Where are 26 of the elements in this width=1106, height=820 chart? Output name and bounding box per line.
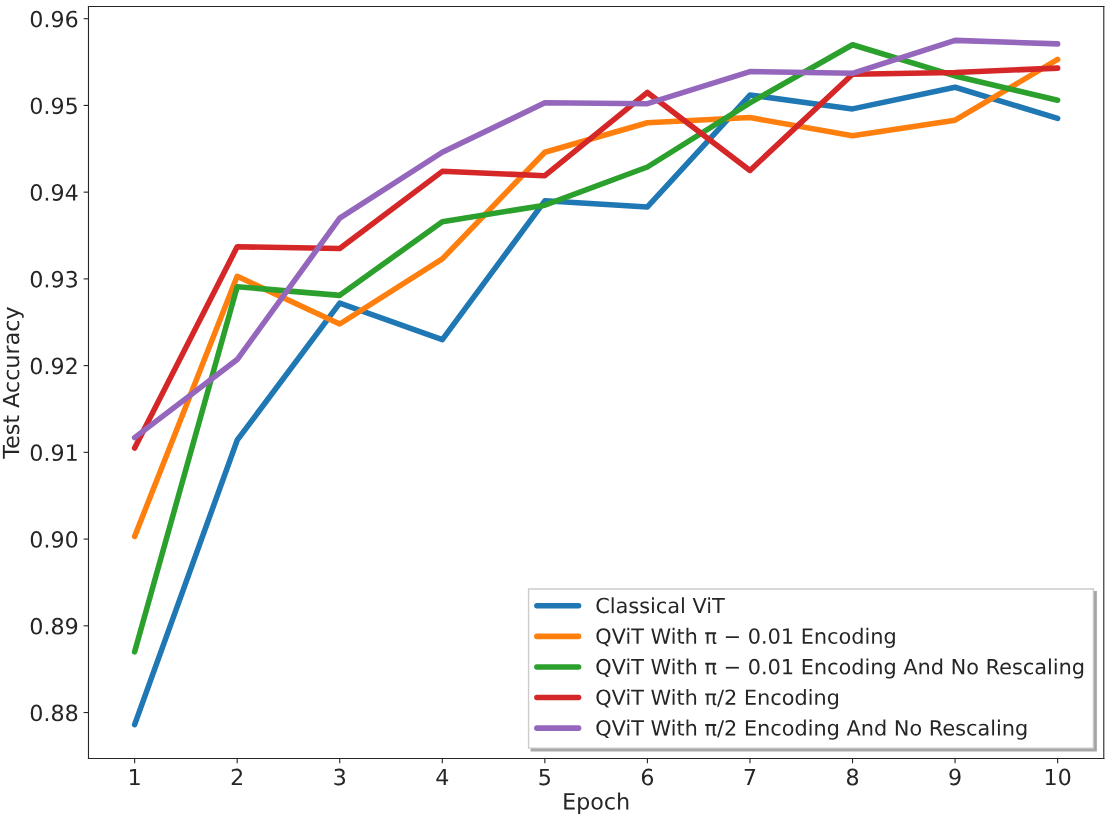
x-tick-label: 4 bbox=[436, 768, 449, 786]
y-tick-label: 0.93 bbox=[30, 270, 77, 288]
x-tick-label: 3 bbox=[334, 768, 346, 786]
x-tick-label: 7 bbox=[744, 768, 756, 786]
y-tick-label: 0.91 bbox=[30, 444, 77, 462]
y-tick-label: 0.90 bbox=[30, 531, 78, 548]
x-tick-label: 8 bbox=[846, 768, 859, 786]
x-tick-label: 1 bbox=[130, 768, 140, 786]
x-tick-label: 5 bbox=[539, 768, 550, 786]
y-axis-title: Test Accuracy bbox=[2, 307, 24, 459]
legend-label: QViT With π/2 Encoding And No Rescaling bbox=[596, 719, 1027, 740]
legend-label: Classical ViT bbox=[596, 597, 725, 614]
y-tick-label: 0.96 bbox=[30, 10, 78, 28]
y-tick-label: 0.88 bbox=[30, 704, 78, 722]
y-tick-label: 0.89 bbox=[30, 617, 78, 635]
y-tick-label: 0.92 bbox=[30, 357, 77, 375]
x-axis-title: Epoch bbox=[564, 792, 629, 815]
y-tick-label: 0.95 bbox=[30, 97, 77, 115]
x-tick-label: 10 bbox=[1045, 768, 1071, 786]
x-tick-label: 9 bbox=[949, 768, 961, 786]
y-tick-label: 0.94 bbox=[30, 184, 78, 201]
x-tick-label: 2 bbox=[231, 768, 243, 786]
x-tick-label: 6 bbox=[641, 768, 654, 786]
legend-label: QViT With π/2 Encoding bbox=[596, 689, 839, 710]
legend-label: QViT With π − 0.01 Encoding And No Rescaling bbox=[596, 658, 1084, 679]
legend-label: QViT With π − 0.01 Encoding bbox=[596, 627, 895, 649]
